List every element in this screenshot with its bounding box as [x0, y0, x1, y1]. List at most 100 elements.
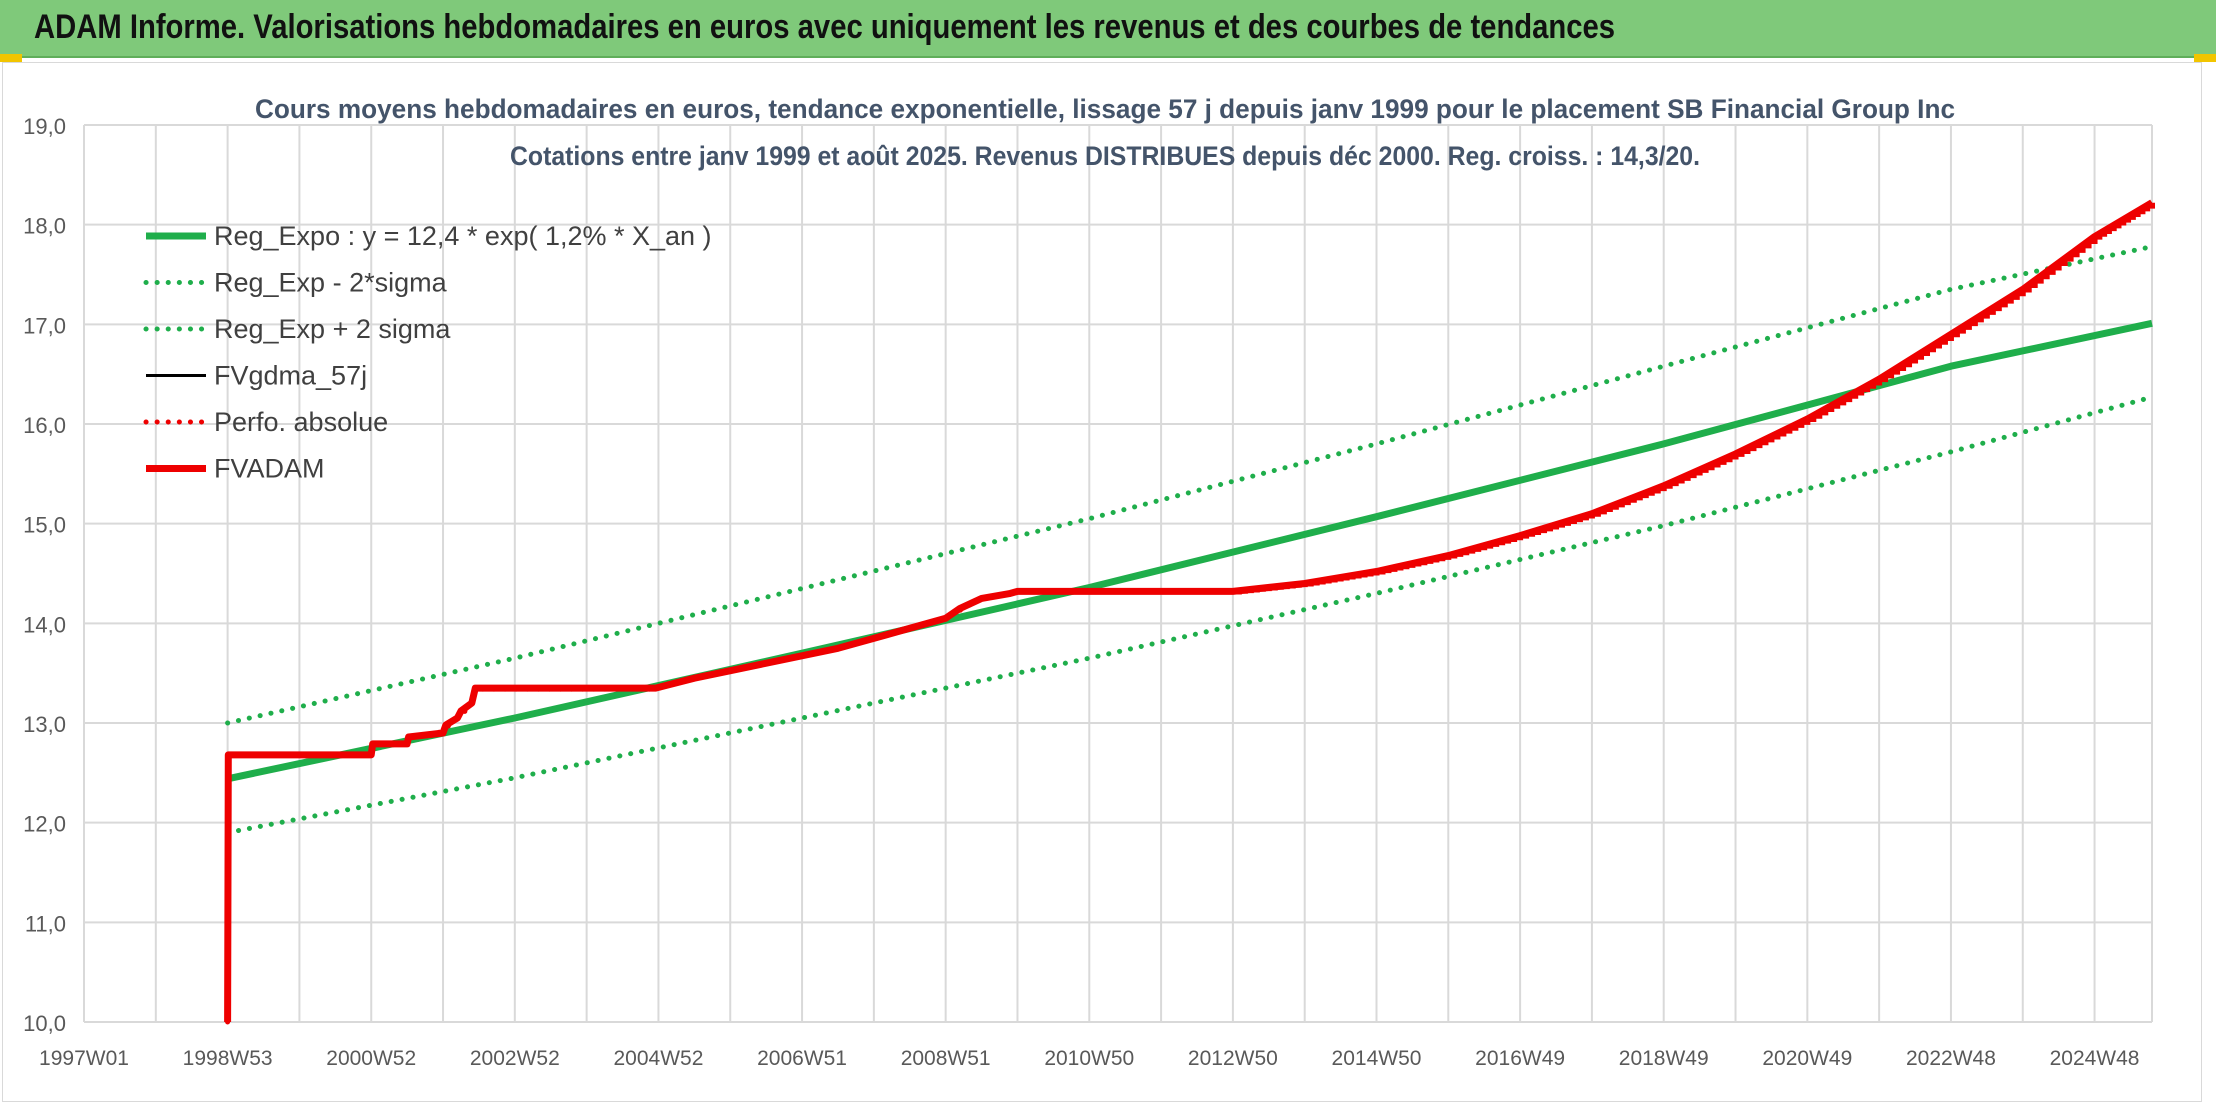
- series-step: [2128, 213, 2136, 220]
- legend-label: FVgdma_57j: [214, 361, 367, 391]
- series-step: [1538, 527, 1548, 534]
- series-step: [1735, 450, 1745, 457]
- series-step: [1430, 556, 1440, 563]
- series-step: [1358, 571, 1368, 578]
- chart-subtitle: Cotations entre janv 1999 et août 2025. …: [510, 141, 1700, 171]
- series-step: [1232, 588, 1242, 595]
- series-step: [1675, 477, 1685, 484]
- legend-label: Perfo. absolue: [214, 407, 388, 437]
- series-step: [2108, 225, 2117, 232]
- series-step: [1346, 573, 1356, 580]
- y-tick-label: 14,0: [23, 612, 66, 637]
- series-step: [1370, 569, 1380, 576]
- series-step: [1633, 494, 1643, 501]
- legend-label: Reg_Expo : y = 12,4 * exp( 1,2% * X_an ): [214, 221, 712, 251]
- series-step: [1651, 487, 1661, 494]
- grid: [83, 124, 2153, 1023]
- y-tick-label: 19,0: [23, 114, 66, 139]
- series-step: [1466, 547, 1476, 554]
- series-step: [1801, 418, 1811, 425]
- series-step: [2099, 230, 2108, 237]
- series-step: [1687, 472, 1697, 479]
- series-step: [1663, 482, 1673, 489]
- series-step: [1765, 436, 1775, 443]
- series-step: [1861, 385, 1871, 393]
- series-step: [1400, 563, 1410, 570]
- series-step: [2142, 205, 2151, 212]
- series-step: [1280, 583, 1290, 590]
- series-step: [1496, 539, 1506, 546]
- series-line-5: [224, 199, 2154, 1023]
- series-step: [2118, 219, 2127, 226]
- series-step: [1831, 402, 1841, 409]
- series-step: [1567, 518, 1577, 525]
- series-step: [1472, 545, 1482, 552]
- series-step: [1526, 530, 1536, 537]
- series-step: [1753, 442, 1763, 449]
- series-step: [1544, 525, 1554, 532]
- series-step: [2113, 222, 2122, 229]
- series-step: [2094, 233, 2103, 240]
- series-step: [1681, 474, 1691, 481]
- x-tick-label: 2014W50: [1332, 1047, 1422, 1070]
- x-tick-label: 2022W48: [1906, 1047, 1996, 1070]
- series-step: [1304, 580, 1314, 587]
- x-axis-ticks: 1997W01 1998W53 2000W52 2002W52 2004W52 2006W…: [39, 1047, 2139, 1070]
- series-step: [1795, 421, 1805, 428]
- series-step: [1298, 581, 1308, 588]
- series-step: [1597, 508, 1607, 515]
- series-step: [1867, 382, 1877, 389]
- series-step: [1849, 392, 1859, 399]
- x-tick-label: 2012W50: [1188, 1047, 1278, 1070]
- x-tick-label: 2020W49: [1762, 1047, 1852, 1070]
- series-step: [1741, 447, 1751, 454]
- x-tick-label: 2016W49: [1475, 1047, 1565, 1070]
- series-step: [1244, 587, 1254, 594]
- series-step: [1825, 405, 1835, 413]
- series-step: [1286, 582, 1296, 589]
- series-step: [1556, 521, 1565, 528]
- series-step: [1615, 501, 1625, 508]
- series-step: [1262, 585, 1272, 592]
- series-step: [1705, 464, 1715, 471]
- series-step: [1508, 535, 1518, 542]
- series-step: [1550, 523, 1560, 530]
- series-step: [1717, 458, 1727, 465]
- series-step: [1759, 439, 1769, 446]
- series-step: [1376, 568, 1386, 575]
- series-step: [1819, 409, 1829, 416]
- chart-title: Cours moyens hebdomadaires en euros, ten…: [255, 94, 1955, 124]
- series-step: [1771, 433, 1781, 440]
- series-step: [1603, 506, 1613, 513]
- series-step: [1268, 584, 1278, 591]
- x-tick-label: 2004W52: [613, 1047, 703, 1070]
- series-step: [1591, 510, 1601, 517]
- x-tick-label: 1998W53: [183, 1047, 273, 1070]
- series-step: [1334, 575, 1344, 582]
- x-tick-label: 2006W51: [757, 1047, 847, 1070]
- series-step: [1573, 516, 1583, 523]
- series-step: [1310, 579, 1320, 586]
- y-tick-label: 16,0: [23, 413, 66, 438]
- y-axis-ticks: 10,0 11,0 12,0 13,0 14,0 15,0 16,0 17,0 18,0 19,0: [23, 114, 66, 1036]
- series-step: [1328, 576, 1338, 583]
- corner-marker-right: [2194, 54, 2216, 62]
- series-step: [1382, 567, 1392, 574]
- series-step: [1639, 492, 1649, 499]
- series-step: [1855, 389, 1865, 396]
- series-step: [1412, 560, 1422, 567]
- series-step: [1322, 577, 1332, 584]
- series-step: [1837, 399, 1847, 406]
- series-step: [1843, 395, 1853, 403]
- series-step: [1723, 456, 1733, 463]
- series-step: [2147, 202, 2155, 209]
- series-step: [1789, 424, 1799, 431]
- series-step: [1436, 555, 1446, 562]
- series-step: [1454, 550, 1464, 557]
- series-step: [1711, 461, 1721, 468]
- x-tick-label: 2024W48: [2050, 1047, 2140, 1070]
- series-step: [1484, 542, 1494, 549]
- series-step: [1532, 528, 1542, 535]
- series-step: [1669, 480, 1679, 487]
- series-step: [1621, 499, 1631, 506]
